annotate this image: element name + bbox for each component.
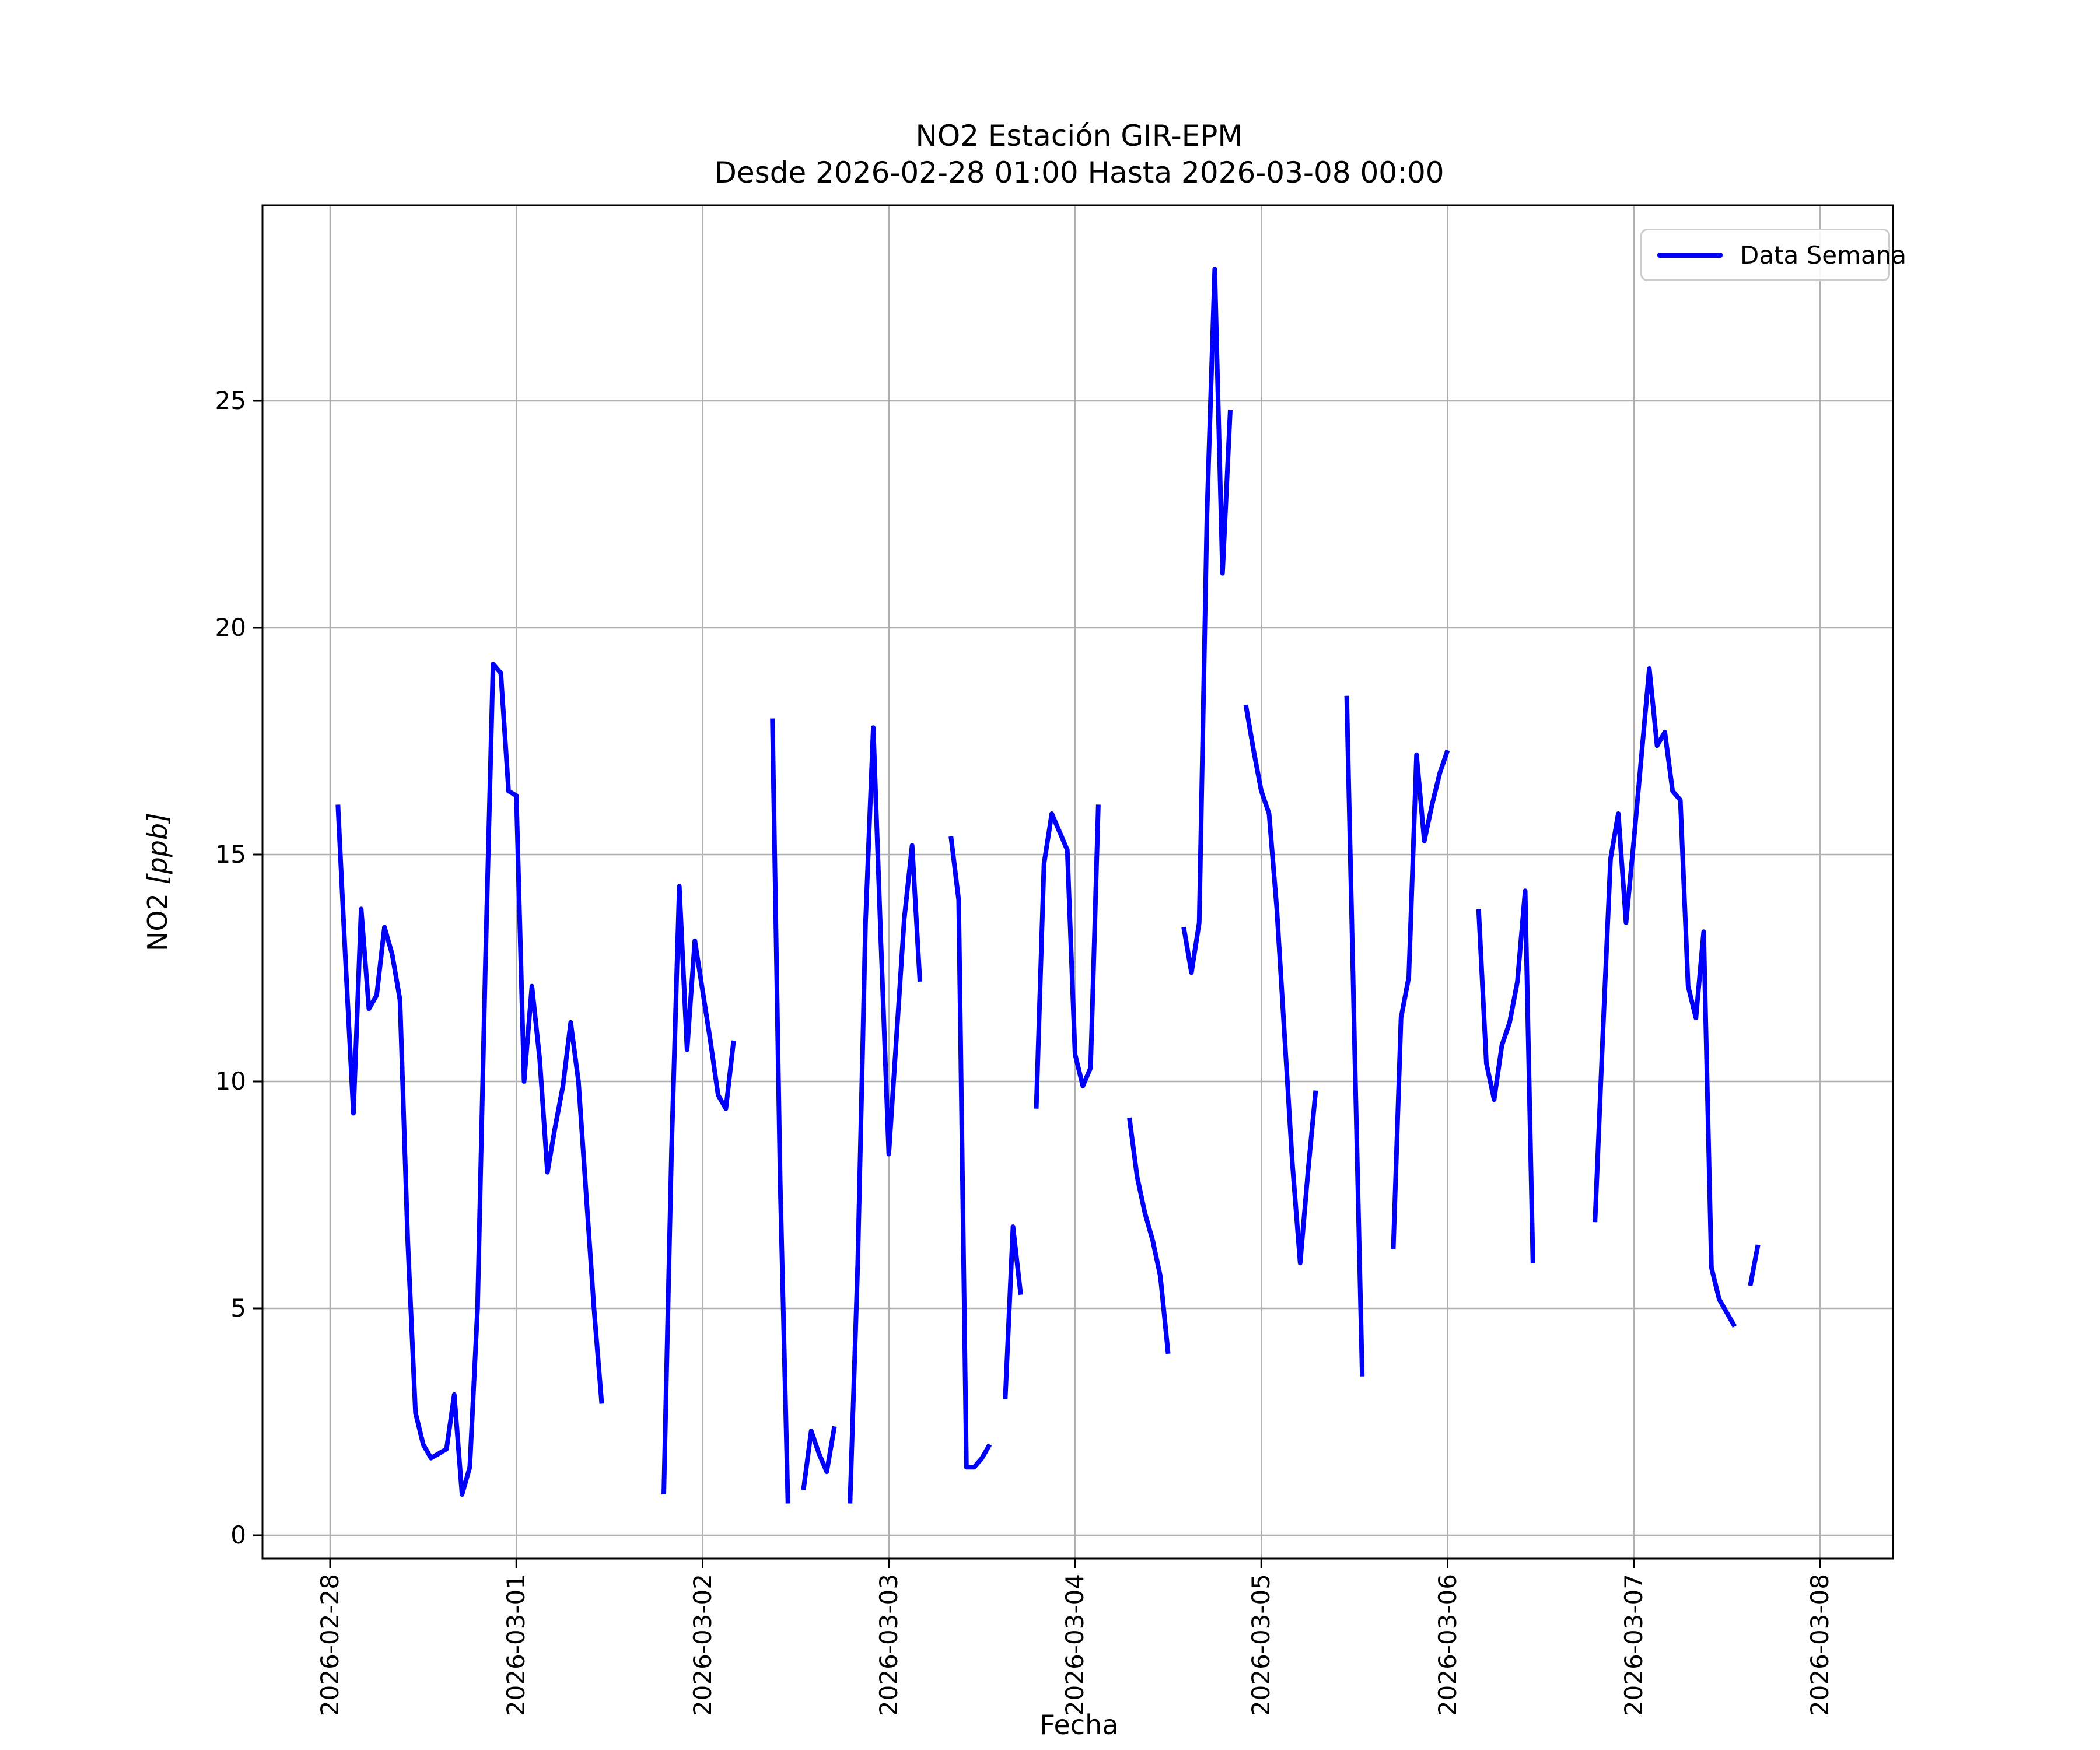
y-tick-label: 25	[215, 386, 246, 415]
chart-title-block: NO2 Estación GIR-EPM Desde 2026-02-28 01…	[262, 118, 1896, 191]
y-tick-label: 15	[215, 840, 246, 869]
y-tick-label: 5	[230, 1294, 246, 1322]
y-tick-label: 20	[215, 613, 246, 642]
y-axis-label-text: NO2	[142, 884, 173, 952]
y-tick-label: 10	[215, 1067, 246, 1096]
chart-title: NO2 Estación GIR-EPM	[915, 119, 1243, 153]
y-tick-label: 0	[230, 1521, 246, 1549]
chart-subtitle: Desde 2026-02-28 01:00 Hasta 2026-03-08 …	[714, 156, 1444, 190]
legend-box: Data Semana	[1640, 229, 1906, 281]
axes-spines	[261, 204, 1894, 1560]
no2-series-line	[335, 267, 1760, 1504]
legend-line-sample	[1657, 252, 1723, 258]
legend-label: Data Semana	[1740, 240, 1907, 270]
x-axis-label: Fecha	[1040, 1709, 1119, 1741]
